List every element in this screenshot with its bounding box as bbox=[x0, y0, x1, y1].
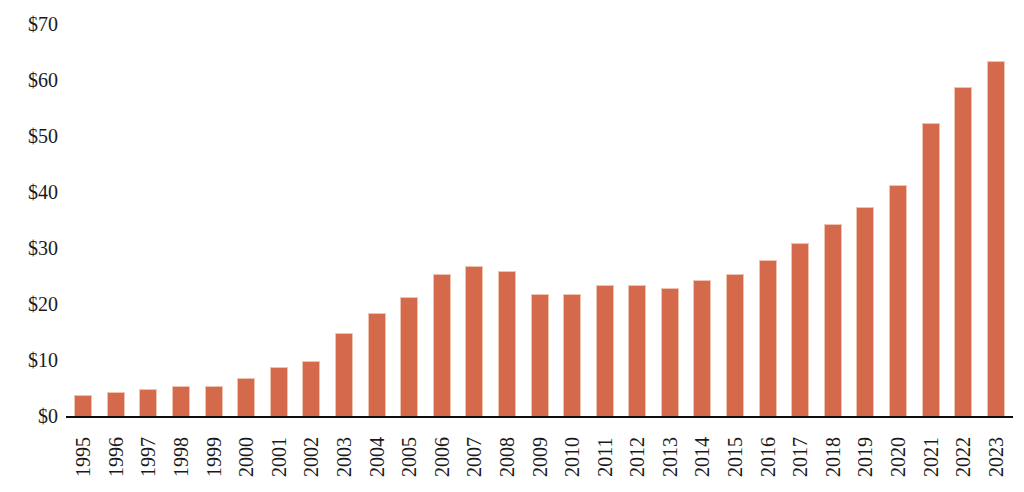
x-tick-label: 2011 bbox=[595, 424, 615, 490]
bar bbox=[824, 224, 842, 417]
x-tick-label: 2004 bbox=[367, 424, 387, 490]
x-tick-label: 2002 bbox=[301, 424, 321, 490]
bar-chart: $0 $10 $20 $30 $40 $50 $60 $70 1995 1996 1997 1998… bbox=[0, 0, 1024, 492]
y-tick-label: $50 bbox=[0, 125, 58, 147]
x-axis-line bbox=[66, 416, 1013, 418]
x-tick-label: 1998 bbox=[171, 424, 191, 490]
x-tick-label: 2013 bbox=[660, 424, 680, 490]
x-tick-label: 2021 bbox=[921, 424, 941, 490]
bar bbox=[922, 123, 940, 417]
y-tick-label: $30 bbox=[0, 237, 58, 259]
x-tick-label: 1996 bbox=[106, 424, 126, 490]
bar bbox=[759, 260, 777, 417]
y-tick-label: $40 bbox=[0, 181, 58, 203]
bar bbox=[791, 243, 809, 417]
bar bbox=[433, 274, 451, 417]
bar bbox=[954, 87, 972, 417]
x-tick-label: 2005 bbox=[399, 424, 419, 490]
bar bbox=[74, 395, 92, 417]
bar bbox=[172, 386, 190, 417]
plot-area bbox=[67, 25, 1012, 417]
bar bbox=[400, 297, 418, 417]
x-tick-label: 1997 bbox=[138, 424, 158, 490]
x-tick-label: 2009 bbox=[530, 424, 550, 490]
bar bbox=[987, 61, 1005, 417]
bar bbox=[302, 361, 320, 417]
x-tick-label: 2019 bbox=[855, 424, 875, 490]
x-tick-label: 1995 bbox=[73, 424, 93, 490]
bar bbox=[107, 392, 125, 417]
x-tick-label: 2016 bbox=[758, 424, 778, 490]
bar bbox=[563, 294, 581, 417]
x-tick-label: 2006 bbox=[432, 424, 452, 490]
bar bbox=[139, 389, 157, 417]
bar bbox=[465, 266, 483, 417]
bar bbox=[237, 378, 255, 417]
bar bbox=[205, 386, 223, 417]
x-tick-label: 1999 bbox=[204, 424, 224, 490]
x-tick-label: 2014 bbox=[692, 424, 712, 490]
bar bbox=[335, 333, 353, 417]
bar bbox=[368, 313, 386, 417]
x-tick-label: 2008 bbox=[497, 424, 517, 490]
y-tick-label: $60 bbox=[0, 69, 58, 91]
y-tick-label: $0 bbox=[0, 405, 58, 427]
bar bbox=[270, 367, 288, 417]
bar bbox=[726, 274, 744, 417]
x-tick-label: 2017 bbox=[790, 424, 810, 490]
x-tick-label: 2010 bbox=[562, 424, 582, 490]
bar bbox=[693, 280, 711, 417]
bar bbox=[856, 207, 874, 417]
x-tick-label: 2012 bbox=[627, 424, 647, 490]
x-tick-label: 2000 bbox=[236, 424, 256, 490]
bar bbox=[628, 285, 646, 417]
bar bbox=[531, 294, 549, 417]
x-tick-label: 2018 bbox=[823, 424, 843, 490]
x-tick-label: 2020 bbox=[888, 424, 908, 490]
x-tick-label: 2023 bbox=[986, 424, 1006, 490]
x-tick-label: 2003 bbox=[334, 424, 354, 490]
bar bbox=[596, 285, 614, 417]
bar bbox=[498, 271, 516, 417]
x-tick-label: 2022 bbox=[953, 424, 973, 490]
bar bbox=[661, 288, 679, 417]
y-tick-label: $20 bbox=[0, 293, 58, 315]
x-tick-label: 2015 bbox=[725, 424, 745, 490]
y-tick-label: $70 bbox=[0, 13, 58, 35]
bar bbox=[889, 185, 907, 417]
x-tick-label: 2001 bbox=[269, 424, 289, 490]
y-tick-label: $10 bbox=[0, 349, 58, 371]
x-tick-label: 2007 bbox=[464, 424, 484, 490]
